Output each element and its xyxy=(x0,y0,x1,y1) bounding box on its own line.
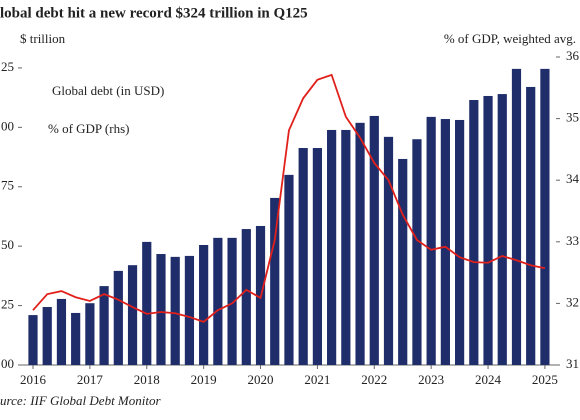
bar xyxy=(540,68,550,365)
y2-tick-label: 31 xyxy=(566,356,579,371)
bar xyxy=(284,174,294,365)
y-tick-label: 00 xyxy=(1,356,14,371)
y-tick-label: 00 xyxy=(1,118,14,133)
bar xyxy=(383,136,394,365)
x-tick-label: 2021 xyxy=(304,372,330,387)
x-tick-label: 2025 xyxy=(532,372,558,387)
bar xyxy=(213,237,223,365)
source: urce: IIF Global Debt Monitor xyxy=(0,393,161,408)
bar xyxy=(341,129,351,365)
bar xyxy=(497,94,507,366)
y-tick-label: 50 xyxy=(1,237,14,252)
legend-label: % of GDP (rhs) xyxy=(48,121,129,136)
bar xyxy=(170,256,180,365)
y2-tick-label: 32 xyxy=(566,294,579,309)
y-tick-label: 75 xyxy=(1,178,14,193)
chart-title: lobal debt hit a new record $324 trillio… xyxy=(0,5,308,21)
bar xyxy=(426,116,436,365)
bar xyxy=(71,312,81,365)
bar xyxy=(56,298,67,365)
y2-axis-label: % of GDP, weighted avg. xyxy=(444,31,576,46)
y-tick-label: 25 xyxy=(1,297,14,312)
bar xyxy=(369,115,379,366)
bar xyxy=(127,265,138,365)
x-tick-label: 2017 xyxy=(77,372,104,387)
y2-tick-label: 34 xyxy=(566,171,580,186)
bar xyxy=(312,148,322,365)
x-tick-label: 2020 xyxy=(248,372,274,387)
x-tick-label: 2022 xyxy=(361,372,387,387)
bar xyxy=(526,86,536,365)
y2-tick-label: 33 xyxy=(566,233,579,248)
bar xyxy=(99,286,109,365)
bar xyxy=(270,197,280,365)
bar xyxy=(85,303,95,365)
bar xyxy=(184,255,195,365)
bar xyxy=(42,307,52,365)
bar xyxy=(142,241,152,365)
bar xyxy=(355,122,365,365)
bar xyxy=(398,158,408,365)
x-tick-label: 2016 xyxy=(20,372,47,387)
line xyxy=(32,73,546,323)
bar xyxy=(469,100,479,365)
bar xyxy=(227,237,237,365)
y2-tick-label: 35 xyxy=(566,110,579,125)
bar xyxy=(455,119,465,365)
y2-tick-label: 36 xyxy=(566,48,580,63)
bar xyxy=(298,148,308,365)
bar xyxy=(511,68,522,365)
bar xyxy=(199,244,209,365)
legend-label: Global debt (in USD) xyxy=(52,83,164,98)
bar xyxy=(113,270,123,365)
bar xyxy=(156,254,166,365)
bar xyxy=(412,139,422,365)
x-tick-label: 2018 xyxy=(134,372,160,387)
x-tick-label: 2019 xyxy=(191,372,217,387)
y-axis-label: $ trillion xyxy=(20,31,66,46)
x-tick-label: 2024 xyxy=(475,372,502,387)
bar xyxy=(327,129,337,365)
x-tick-label: 2023 xyxy=(418,372,444,387)
y-tick-label: 25 xyxy=(1,59,14,74)
bar xyxy=(241,229,251,365)
bar xyxy=(483,95,493,365)
bar xyxy=(28,315,38,365)
bar xyxy=(440,119,450,366)
